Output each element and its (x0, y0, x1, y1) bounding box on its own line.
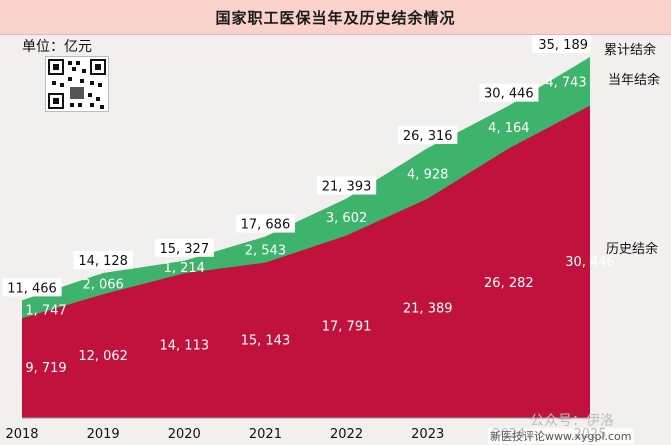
data-label-total-box (154, 238, 214, 257)
data-label-current-year: 4, 164 (488, 121, 529, 136)
data-label-historical: 30, 446 (565, 255, 615, 270)
data-label-total: 21, 393 (322, 180, 372, 195)
x-tick-label: 2019 (87, 427, 120, 442)
x-tick-label: 2022 (330, 427, 363, 442)
watermark: 公众号：伊洛 (530, 413, 614, 429)
data-label-current-year: 2, 543 (245, 244, 286, 259)
data-label-current-year: 1, 214 (164, 261, 205, 276)
data-label-historical: 26, 282 (484, 276, 534, 291)
data-label-historical: 15, 143 (241, 333, 291, 348)
x-tick-label: 2020 (168, 427, 201, 442)
data-label-total: 15, 327 (159, 242, 209, 257)
data-label-total-box (316, 176, 377, 195)
qr-code-icon (45, 56, 109, 112)
data-label-total-box (479, 83, 539, 102)
legend-current-year: 当年结余 (608, 73, 661, 89)
unit-label: 单位：亿元 (22, 39, 92, 55)
data-label-total-box (2, 278, 62, 297)
data-label-total: 35, 189 (538, 38, 588, 53)
x-tick-label: 2023 (411, 427, 444, 442)
watermark-url: 新医技评论www.xygpl.com (488, 428, 634, 444)
data-label-historical: 21, 389 (403, 301, 453, 316)
data-label-historical: 9, 719 (25, 361, 66, 376)
x-tick-label: 2018 (5, 427, 38, 442)
data-label-total: 14, 128 (78, 254, 128, 269)
data-label-current-year: 4, 928 (407, 167, 448, 182)
data-label-total-box (531, 35, 591, 53)
series-historical-area (22, 105, 590, 419)
legend-total: 累计结余 (604, 43, 657, 58)
data-label-current-year: 3, 602 (326, 211, 367, 226)
x-tick-label: 2021 (249, 427, 282, 442)
data-label-total: 11, 466 (7, 281, 57, 296)
legend-historical: 历史结余 (606, 242, 659, 258)
data-label-current-year: 1, 747 (25, 303, 66, 318)
data-label-current-year: 2, 066 (82, 278, 123, 293)
data-label-total: 26, 316 (403, 129, 453, 144)
data-label-total: 30, 446 (484, 87, 534, 102)
data-label-total-box (398, 126, 458, 145)
data-label-historical: 17, 791 (322, 320, 372, 335)
data-label-historical: 14, 113 (159, 339, 209, 354)
data-label-historical: 12, 062 (78, 349, 128, 364)
data-label-total-box (73, 251, 133, 270)
chart-title: 国家职工医保当年及历史结余情况 (0, 0, 671, 35)
data-label-total-box (235, 214, 296, 233)
data-label-current-year: 4, 743 (545, 75, 586, 90)
data-label-total: 17, 686 (241, 218, 291, 233)
